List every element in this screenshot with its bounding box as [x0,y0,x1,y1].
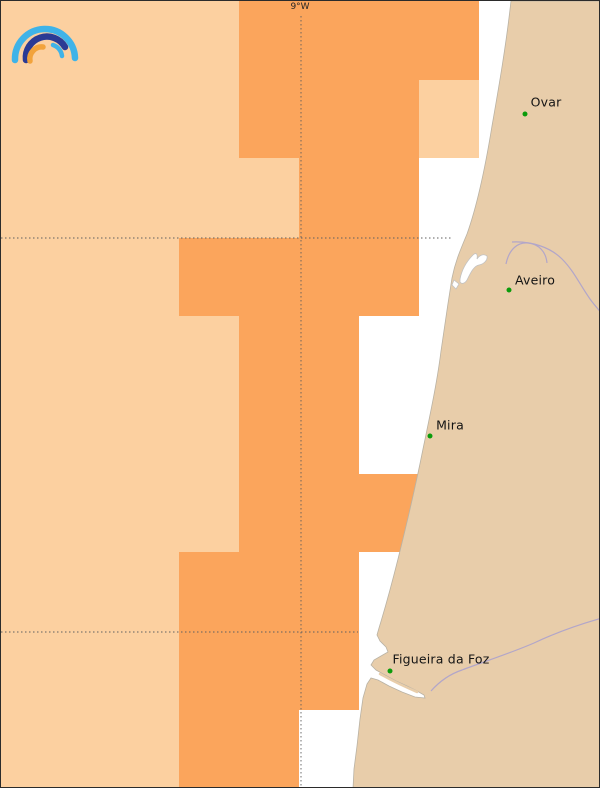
ria-de-aveiro-lagoon-islet [451,279,460,290]
ria-de-aveiro-lagoon [459,253,488,284]
graticule-layer [1,16,453,787]
logo-inner-blue-arc [50,42,65,59]
warning-cell-dark [179,552,359,710]
warning-cell-dark [239,1,479,80]
logo-amber-arc [27,44,46,64]
warning-cell-dark [179,710,299,787]
logo-navy-arc [22,33,69,64]
river-vouga [511,241,599,312]
river-mondego [430,618,599,692]
ipma-logo [11,25,79,64]
mondego-estuary-sandbar [378,672,419,694]
warning-cell-dark [239,80,419,158]
warning-cell-light [179,316,239,552]
land-coastline [352,1,599,787]
warning-cell-dark [239,474,419,552]
warning-cell-dark [179,238,419,316]
warning-cell-dark [299,158,419,238]
warning-cell-light [419,80,479,158]
warning-cell-dark [239,316,359,474]
warning-cell-light [1,158,299,238]
warning-cell-light [1,238,179,787]
logo-outer-arc [11,25,79,64]
warning-cell-light [1,1,239,158]
warning-cells-layer [1,1,479,787]
